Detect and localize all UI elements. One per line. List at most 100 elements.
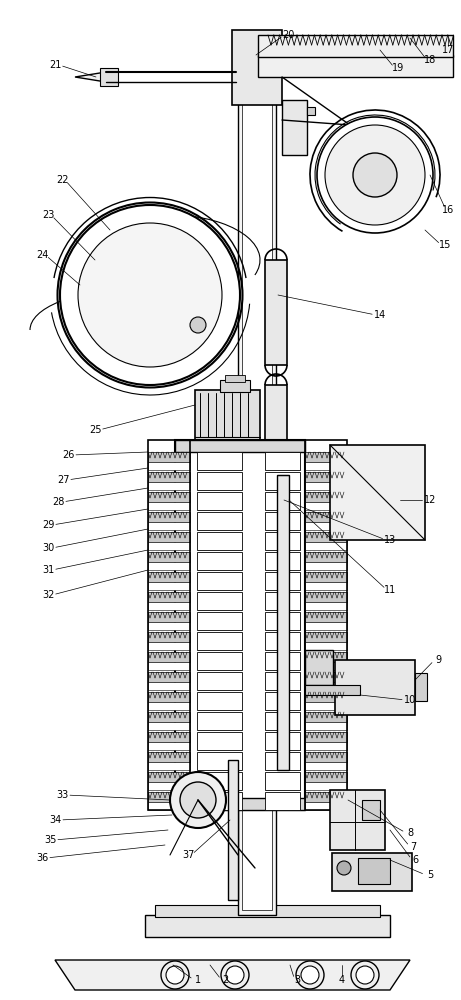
Text: 26: 26 [62, 450, 74, 460]
Bar [242, 55, 272, 910]
Circle shape [351, 961, 379, 989]
Text: 32: 32 [42, 590, 54, 600]
Bar [305, 762, 347, 770]
Bar [305, 722, 347, 730]
Bar [197, 492, 242, 510]
Bar [305, 542, 347, 550]
Circle shape [356, 966, 374, 984]
Text: 19: 19 [392, 63, 404, 73]
Bar [148, 532, 190, 542]
Text: 13: 13 [384, 535, 396, 545]
Bar [197, 612, 242, 630]
Text: 23: 23 [42, 210, 54, 220]
Bar [265, 672, 300, 690]
Text: 6: 6 [412, 855, 418, 865]
Bar [148, 672, 190, 682]
Bar [148, 792, 190, 802]
Bar [148, 582, 190, 590]
Text: 7: 7 [410, 842, 416, 852]
Text: 21: 21 [49, 60, 61, 70]
Bar [148, 662, 190, 670]
Text: 31: 31 [42, 565, 54, 575]
Bar [265, 732, 300, 750]
Text: 14: 14 [374, 310, 386, 320]
Bar [265, 472, 300, 490]
Bar [148, 642, 190, 650]
Bar [305, 650, 333, 685]
Bar [265, 632, 300, 650]
Bar [148, 632, 190, 642]
Bar [197, 632, 242, 650]
Bar [305, 552, 347, 562]
Bar [197, 452, 242, 470]
Text: 37: 37 [182, 850, 194, 860]
Bar [305, 685, 360, 695]
Bar [148, 562, 190, 570]
Text: 1: 1 [195, 975, 201, 985]
Bar [282, 100, 307, 155]
Bar [305, 652, 347, 662]
Bar [305, 682, 347, 690]
Bar [258, 55, 453, 77]
Bar [197, 772, 242, 790]
Text: 20: 20 [282, 30, 294, 40]
Bar [305, 622, 347, 630]
Bar [197, 572, 242, 590]
Bar [220, 380, 250, 392]
Bar [305, 792, 347, 802]
Bar [148, 652, 190, 662]
Bar [305, 592, 347, 602]
Bar [305, 462, 347, 470]
Text: 8: 8 [407, 828, 413, 838]
Bar [305, 532, 347, 542]
Bar [265, 572, 300, 590]
Text: 10: 10 [404, 695, 416, 705]
Bar [265, 612, 300, 630]
Text: 30: 30 [42, 543, 54, 553]
Bar [305, 772, 347, 782]
Bar [148, 472, 190, 482]
Bar [265, 652, 300, 670]
Bar [148, 502, 190, 510]
Circle shape [301, 966, 319, 984]
Circle shape [296, 961, 324, 989]
Bar [197, 472, 242, 490]
Bar [305, 562, 347, 570]
Bar [305, 732, 347, 742]
Circle shape [78, 223, 222, 367]
Bar [148, 742, 190, 750]
Bar [195, 390, 260, 440]
Bar [175, 798, 305, 810]
Bar [305, 802, 347, 810]
Bar [415, 673, 427, 701]
Bar [305, 712, 347, 722]
Bar [332, 853, 412, 891]
Text: 27: 27 [57, 475, 69, 485]
Bar [305, 602, 347, 610]
Bar [197, 792, 242, 810]
Text: 16: 16 [442, 205, 454, 215]
Bar [305, 502, 347, 510]
Bar [265, 792, 300, 810]
Bar [330, 790, 385, 850]
Circle shape [166, 966, 184, 984]
Bar [148, 612, 190, 622]
Bar [100, 68, 118, 86]
Text: 5: 5 [427, 870, 433, 880]
Bar [197, 552, 242, 570]
Bar [148, 542, 190, 550]
Bar [175, 440, 305, 452]
Bar [265, 752, 300, 770]
Circle shape [226, 966, 244, 984]
Text: 33: 33 [56, 790, 68, 800]
Bar [148, 802, 190, 810]
Bar [148, 762, 190, 770]
Bar [148, 592, 190, 602]
Bar [175, 440, 305, 810]
Bar [330, 445, 425, 540]
Polygon shape [75, 72, 106, 82]
Text: 24: 24 [36, 250, 48, 260]
Bar [148, 732, 190, 742]
Bar [358, 858, 390, 884]
Circle shape [170, 772, 226, 828]
